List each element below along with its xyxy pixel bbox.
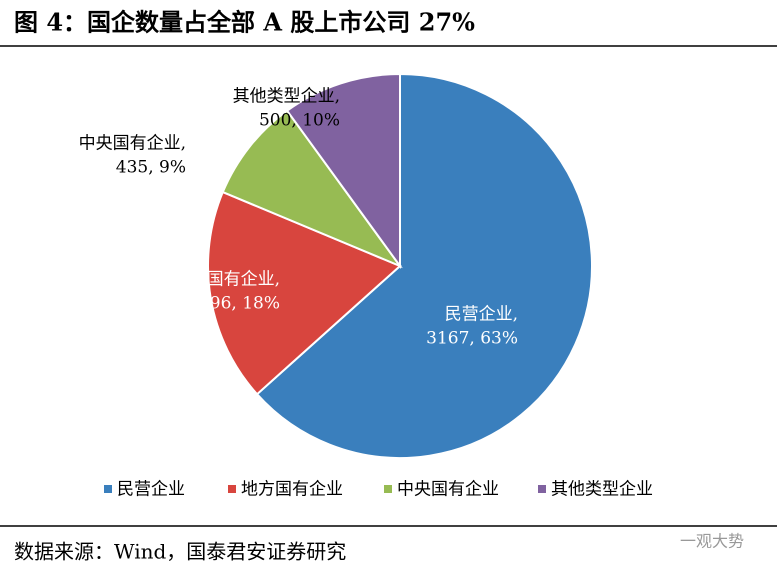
legend-swatch [384,485,392,493]
legend-label: 地方国有企业 [241,480,343,500]
slice-value-label: 435, 9% [116,158,186,178]
pie-slice [207,190,402,396]
slice-value-label: 500, 10% [259,111,340,131]
slice-category-label: 民营企业, [445,305,518,325]
legend-label: 中央国有企业 [397,480,499,500]
legend-swatch [538,485,546,493]
chart-title: 图 4：国企数量占全部 A 股上市公司 27% [14,8,475,37]
pie-slice [255,72,593,459]
slice-category-label: 中央国有企业, [79,134,186,154]
legend-swatch [104,485,112,493]
legend-label: 其他类型企业 [551,480,653,500]
slice-value-label: 3167, 63% [426,329,518,349]
slice-category-label: 其他类型企业, [233,87,340,107]
source-note: 数据来源：Wind，国泰君安证券研究 [14,540,346,564]
pie-slice [221,109,403,269]
watermark: 一观大势 [680,532,744,551]
legend-label: 民营企业 [117,480,185,500]
slice-category-label: 地方国有企业, [173,270,280,290]
slice-value-label: 896, 18% [199,294,280,314]
legend-swatch [228,485,236,493]
pie-slice [285,72,401,270]
